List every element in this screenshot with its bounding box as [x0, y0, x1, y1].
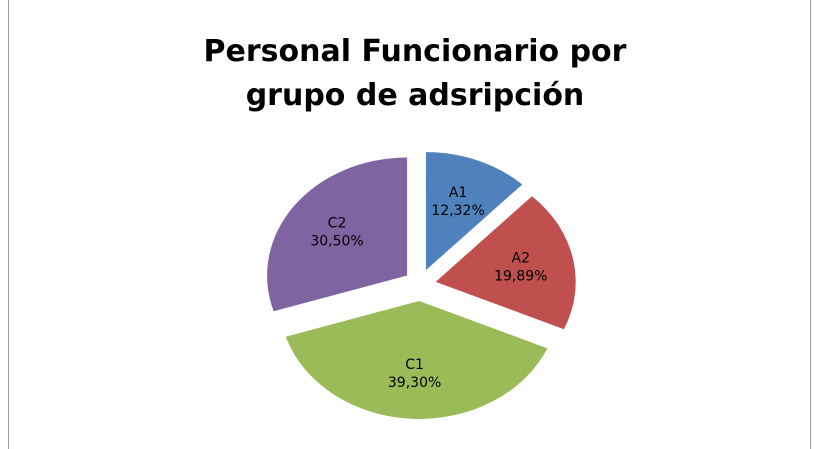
- slice-category-label: A1: [449, 185, 467, 201]
- pie-slice: [267, 157, 408, 312]
- slice-value-label: 30,50%: [310, 233, 363, 249]
- pie-slice: [425, 152, 523, 271]
- slice-value-label: 19,89%: [494, 268, 547, 284]
- slice-value-label: 12,32%: [431, 203, 484, 219]
- chart-title: Personal Funcionario por grupo de adsrip…: [203, 34, 627, 113]
- slice-category-label: A2: [512, 250, 530, 266]
- slice-category-label: C2: [328, 215, 347, 231]
- slice-value-label: 39,30%: [388, 375, 441, 391]
- chart-frame: [8, 0, 811, 449]
- slice-category-label: C1: [405, 357, 424, 373]
- pie-slice: [435, 196, 576, 330]
- pie-slice: [285, 300, 548, 419]
